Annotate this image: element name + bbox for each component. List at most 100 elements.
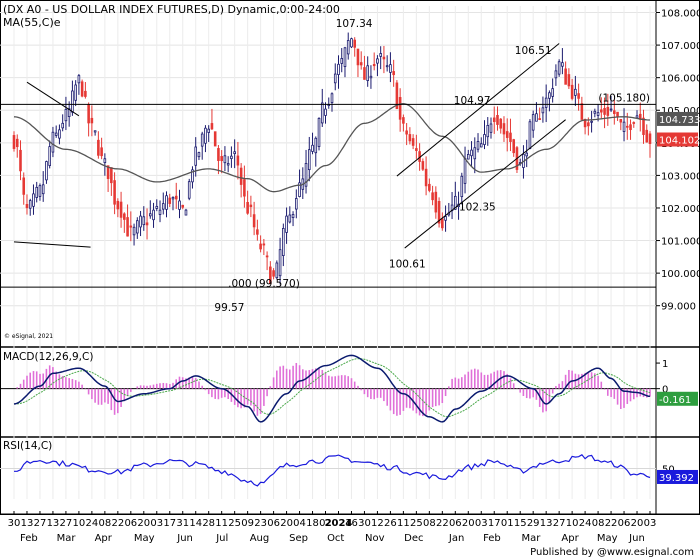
candle-body	[32, 193, 35, 207]
candle-body	[483, 134, 486, 145]
candle-body	[570, 84, 574, 99]
candle-body	[249, 204, 253, 208]
footer: Published by @www.esignal.com	[530, 547, 694, 558]
candle-body	[535, 113, 538, 122]
candle-body	[548, 92, 551, 99]
candle-body	[119, 201, 123, 218]
candle-body	[236, 155, 240, 166]
candle-body	[421, 161, 425, 170]
candle-body	[93, 130, 97, 133]
price-last-value-bg	[657, 132, 698, 147]
candle-body	[67, 108, 71, 118]
candle-body	[337, 63, 340, 75]
candle-body	[148, 213, 152, 217]
x-tick-label: 03	[150, 518, 163, 529]
candle-body	[314, 137, 318, 154]
candle-body	[54, 132, 58, 136]
candle-body	[74, 84, 77, 101]
x-month-label: Apr	[561, 533, 579, 544]
macd-line	[13, 354, 651, 423]
candle-body	[402, 117, 405, 124]
candle-body	[64, 109, 68, 122]
price-tick-label: 105.000	[661, 106, 700, 117]
candle-body	[359, 62, 363, 66]
candle-body	[129, 225, 133, 228]
candle-body	[239, 167, 243, 185]
x-month-label: Sep	[289, 533, 308, 544]
candle-body	[45, 161, 48, 181]
candle-body	[282, 228, 285, 256]
x-tick-label: 2024	[325, 518, 353, 529]
x-tick-label: 24	[579, 518, 592, 529]
x-tick-label: 20	[137, 518, 150, 529]
candle-body	[473, 147, 477, 160]
x-tick-label: 08	[592, 518, 605, 529]
x-tick-label: 20	[462, 518, 475, 529]
x-month-label: Feb	[483, 533, 501, 544]
chart-title: (DX A0 - US DOLLAR INDEX FUTURES,D) Dyna…	[3, 3, 340, 16]
candle-body	[470, 149, 473, 157]
x-tick-label: 27	[34, 518, 47, 529]
candle-body	[191, 169, 194, 183]
candle-body	[256, 229, 259, 235]
x-tick-label: 06	[267, 518, 280, 529]
candle-body	[25, 203, 29, 209]
x-tick-label: 27	[553, 518, 566, 529]
credit-text: © eSignal, 2021	[4, 333, 53, 340]
candle-body	[580, 103, 584, 120]
candle-body	[285, 215, 288, 233]
candle-body	[171, 196, 175, 200]
price-annotation: 104.97	[454, 95, 491, 107]
candle-body	[350, 38, 353, 48]
price-tick-label: 101.000	[661, 237, 700, 248]
candle-body	[616, 111, 619, 117]
candle-body	[90, 117, 94, 124]
candle-body	[275, 262, 279, 279]
trendline-up-upper	[396, 43, 560, 177]
candle-body	[379, 53, 382, 57]
candle-body	[187, 181, 191, 199]
candle-body	[343, 47, 347, 67]
candle-body	[262, 243, 266, 246]
candle-body	[317, 117, 321, 147]
candle-body	[87, 104, 90, 124]
x-tick-label: 12	[371, 518, 384, 529]
candle-body	[210, 123, 214, 130]
candle-body	[48, 146, 51, 166]
candle-body	[531, 114, 535, 131]
candle-body	[434, 191, 438, 213]
candle-body	[528, 121, 532, 150]
candle-body	[389, 64, 392, 73]
candle-body	[625, 125, 629, 128]
x-tick-label: 26	[384, 518, 397, 529]
candle-body	[629, 124, 632, 131]
candle-body	[382, 56, 386, 60]
x-tick-label: 17	[488, 518, 501, 529]
candle-body	[476, 141, 480, 150]
candle-body	[233, 151, 236, 155]
candle-body	[411, 138, 415, 146]
candle-body	[304, 163, 308, 187]
x-month-label: Aug	[250, 533, 270, 544]
x-tick-label: 22	[605, 518, 618, 529]
candle-body	[152, 209, 155, 221]
candle-body	[369, 75, 373, 79]
x-tick-label: 18	[306, 518, 319, 529]
footer-published: Published by	[530, 547, 594, 558]
candle-body	[554, 70, 558, 79]
x-tick-label: 31	[176, 518, 189, 529]
macd-label: MACD(12,26,9,C)	[3, 351, 94, 363]
candle-body	[538, 118, 541, 120]
candle-body	[415, 148, 418, 151]
trendline-lower	[13, 241, 91, 248]
candle-body	[398, 97, 402, 120]
candle-body	[509, 132, 512, 142]
x-tick-label: 14	[189, 518, 202, 529]
x-month-label: Feb	[20, 533, 38, 544]
candle-body	[84, 90, 87, 97]
x-tick-label: 02	[319, 518, 332, 529]
candle-body	[320, 102, 324, 124]
candle-body	[564, 68, 567, 85]
x-month-label: Mar	[522, 533, 542, 544]
x-month-label: Oct	[327, 533, 344, 544]
